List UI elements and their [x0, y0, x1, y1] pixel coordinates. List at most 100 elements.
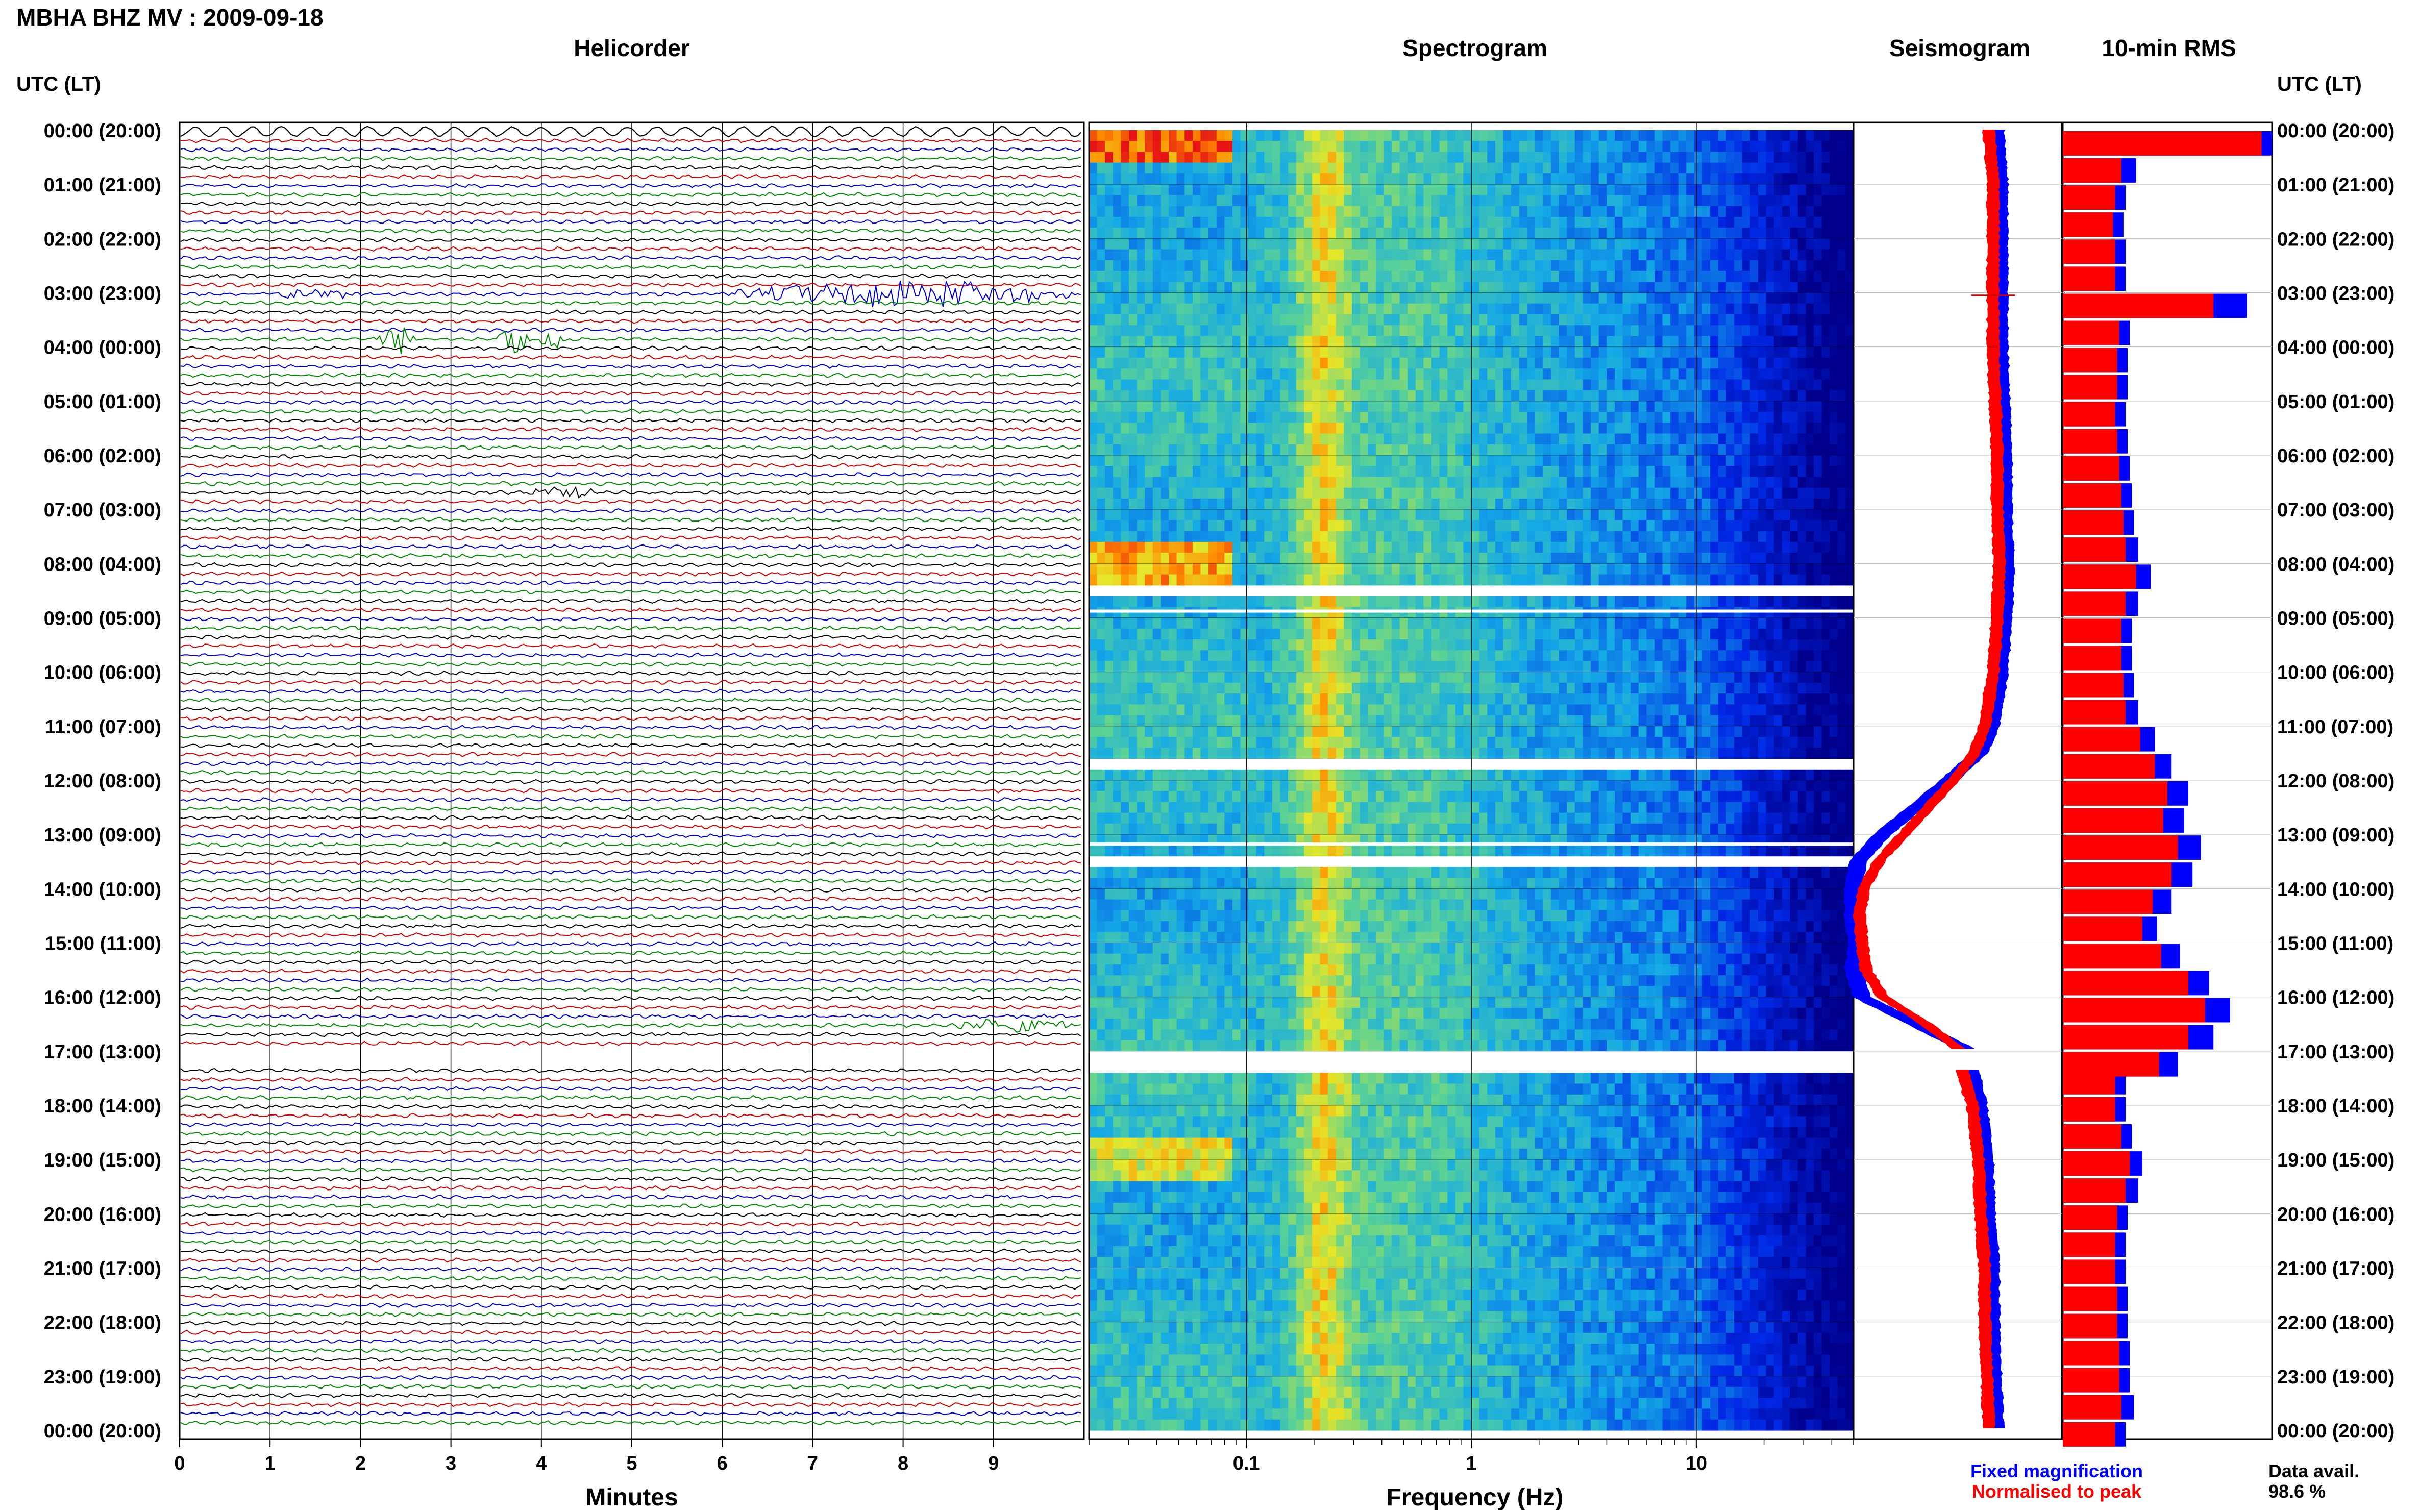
spectrogram-cell — [1614, 249, 1623, 261]
spectrogram-cell — [1702, 563, 1711, 575]
spectrogram-cell — [1248, 292, 1257, 304]
spectrogram-cell — [1169, 368, 1177, 380]
spectrogram-cell — [1662, 162, 1671, 174]
spectrogram-cell — [1551, 346, 1560, 358]
spectrogram-cell — [1806, 184, 1814, 195]
spectrogram-cell — [1535, 368, 1543, 380]
spectrogram-cell — [1351, 498, 1361, 510]
spectrogram-cell — [1097, 325, 1105, 336]
spectrogram-cell — [1750, 455, 1759, 466]
spectrogram-cell — [1742, 216, 1750, 228]
helicorder-trace — [180, 373, 1081, 378]
spectrogram-cell — [1782, 390, 1790, 402]
spectrogram-cell — [1535, 444, 1543, 456]
spectrogram-cell — [1567, 162, 1575, 174]
spectrogram-cell — [1821, 238, 1830, 250]
spectrogram-cell — [1296, 390, 1304, 402]
spectrogram-cell — [1734, 357, 1743, 369]
spectrogram-cell — [1527, 206, 1536, 217]
spectrogram-cell — [1232, 639, 1241, 651]
spectrogram-cell — [1662, 141, 1671, 152]
spectrogram-cell — [1152, 271, 1161, 282]
spectrogram-cell — [1591, 152, 1599, 163]
spectrogram-cell — [1216, 141, 1225, 152]
spectrogram-cell — [1105, 368, 1114, 380]
spectrogram-cell — [1495, 628, 1503, 640]
spectrogram-cell — [1607, 477, 1615, 488]
helicorder-trace — [180, 1393, 1081, 1399]
helicorder-trace — [180, 1149, 1081, 1155]
spectrogram-cell — [1694, 563, 1703, 575]
spectrogram-cell — [1248, 563, 1257, 575]
spectrogram-cell — [1694, 412, 1703, 423]
spectrogram-cell — [1758, 260, 1766, 271]
spectrogram-cell — [1495, 466, 1503, 477]
spectrogram-cell — [1678, 596, 1687, 607]
spectrogram-cell — [1598, 541, 1607, 553]
spectrogram-cell — [1614, 553, 1623, 564]
spectrogram-cell — [1479, 314, 1488, 326]
spectrogram-cell — [1495, 553, 1503, 564]
spectrogram-cell — [1797, 661, 1806, 673]
spectrogram-cell — [1471, 487, 1480, 499]
spectrogram-cell — [1495, 141, 1503, 152]
spectrogram-cell — [1240, 477, 1249, 488]
spectrogram-cell — [1631, 130, 1639, 141]
spectrogram-cell — [1750, 466, 1759, 477]
spectrogram-cell — [1384, 260, 1392, 271]
spectrogram-cell — [1384, 336, 1392, 348]
spectrogram-cell — [1479, 292, 1488, 304]
spectrogram-cell — [1527, 271, 1536, 282]
spectrogram-cell — [1351, 336, 1361, 348]
spectrogram-cell — [1288, 390, 1297, 402]
spectrogram-cell — [1152, 152, 1161, 163]
spectrogram-cell — [1360, 368, 1368, 380]
spectrogram-cell — [1152, 346, 1161, 358]
spectrogram-cell — [1662, 228, 1671, 239]
helicorder-trace — [180, 1031, 1081, 1037]
spectrogram-cell — [1208, 141, 1217, 152]
spectrogram-cell — [1184, 672, 1193, 683]
spectrogram-cell — [1519, 617, 1527, 629]
spectrogram-cell — [1216, 173, 1225, 185]
spectrogram-cell — [1089, 650, 1098, 661]
spectrogram-cell — [1758, 423, 1766, 434]
spectrogram-cell — [1830, 249, 1838, 261]
spectrogram-cell — [1161, 184, 1169, 195]
spectrogram-cell — [1312, 477, 1321, 488]
spectrogram-cell — [1192, 206, 1201, 217]
spectrogram-cell — [1527, 509, 1536, 520]
spectrogram-cell — [1304, 444, 1313, 456]
spectrogram-cell — [1598, 271, 1607, 282]
spectrogram-cell — [1559, 368, 1567, 380]
spectrogram-cell — [1431, 520, 1440, 532]
spectrogram-cell — [1280, 325, 1289, 336]
spectrogram-cell — [1567, 195, 1575, 207]
spectrogram-cell — [1837, 206, 1846, 217]
spectrogram-cell — [1415, 292, 1424, 304]
spectrogram-cell — [1598, 520, 1607, 532]
spectrogram-cell — [1495, 357, 1503, 369]
spectrogram-cell — [1184, 455, 1193, 466]
helicorder-tick-label: 9 — [988, 1453, 999, 1474]
spectrogram-cell — [1375, 238, 1384, 250]
spectrogram-cell — [1399, 477, 1408, 488]
spectrogram-cell — [1471, 596, 1480, 607]
spectrogram-cell — [1256, 661, 1265, 673]
spectrogram-cell — [1519, 216, 1527, 228]
spectrogram-cell — [1113, 130, 1121, 141]
spectrogram-cell — [1360, 563, 1368, 575]
spectrogram-cell — [1312, 271, 1321, 282]
spectrogram-cell — [1463, 162, 1472, 174]
spectrogram-cell — [1145, 639, 1153, 651]
spectrogram-cell — [1726, 152, 1735, 163]
spectrogram-cell — [1224, 303, 1233, 315]
spectrogram-cell — [1543, 487, 1551, 499]
spectrogram-cell — [1519, 368, 1527, 380]
spectrogram-cell — [1535, 228, 1543, 239]
spectrogram-cell — [1654, 216, 1663, 228]
spectrogram-cell — [1806, 498, 1814, 510]
spectrogram-cell — [1328, 271, 1337, 282]
spectrogram-cell — [1654, 487, 1663, 499]
spectrogram-cell — [1304, 477, 1313, 488]
